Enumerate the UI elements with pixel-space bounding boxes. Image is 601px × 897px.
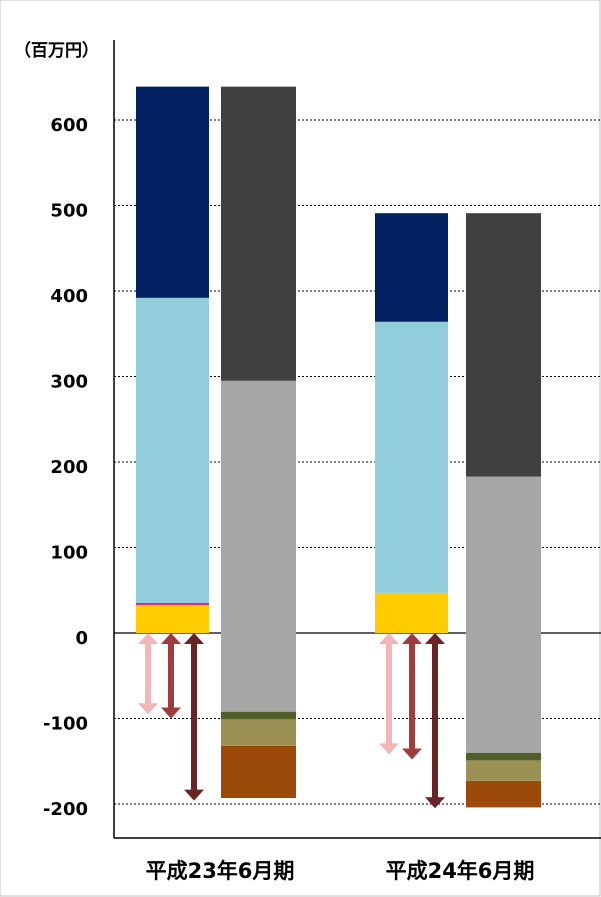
y-tick-label: 300 (50, 372, 88, 393)
y-tick-label: 0 (75, 628, 88, 649)
y-tick-label: 200 (50, 457, 88, 478)
bar-segment (375, 213, 448, 322)
arrow-head-bottom (184, 789, 204, 801)
bar-segment (375, 592, 448, 633)
arrow-head-top (379, 633, 399, 644)
y-tick-label: 500 (50, 201, 88, 222)
y-unit-label: （百万円） (14, 40, 99, 61)
arrow-head-bottom (138, 703, 158, 715)
bar-segment (136, 603, 209, 605)
double-arrow (161, 633, 181, 719)
bar-segment (136, 604, 209, 633)
bars (136, 86, 541, 808)
arrow-head-bottom (379, 743, 399, 755)
y-tick-label: 400 (50, 286, 88, 307)
arrow-head-top (161, 633, 181, 644)
category-labels: 平成23年6月期 平成24年6月期 (146, 859, 535, 883)
y-tick-label: 600 (50, 115, 88, 136)
arrow-head-bottom (402, 748, 422, 760)
double-arrow (402, 633, 422, 760)
arrow-head-top (402, 633, 422, 644)
double-arrow (138, 633, 158, 715)
y-tick-label: -200 (43, 799, 88, 820)
axes (113, 40, 601, 839)
arrow-head-top (138, 633, 158, 644)
bar-segment (221, 380, 296, 712)
bar-segment (221, 86, 296, 381)
bar-segment (136, 86, 209, 298)
arrow-head-top (184, 633, 204, 644)
bar-segment (221, 719, 296, 746)
bar-segment (466, 476, 541, 753)
bar-segment (221, 745, 296, 799)
bar-segment (466, 780, 541, 808)
arrow-head-bottom (425, 797, 445, 809)
y-tick-label: -100 (43, 714, 88, 735)
double-arrow (379, 633, 399, 755)
arrow-head-bottom (161, 707, 181, 719)
x-category-label: 平成24年6月期 (386, 859, 535, 883)
arrows (138, 633, 445, 809)
double-arrow (184, 633, 204, 801)
y-tick-labels: 600 500 400 300 200 100 0 -100 -200 (43, 115, 88, 820)
y-tick-label: 100 (50, 543, 88, 564)
bar-segment (375, 321, 448, 593)
bar-segment (136, 297, 209, 604)
bar-segment (466, 752, 541, 761)
bar-segment (466, 213, 541, 477)
bar-segment (466, 760, 541, 781)
double-arrow (425, 633, 445, 809)
x-category-label: 平成23年6月期 (146, 859, 295, 883)
bar-segment (221, 711, 296, 720)
arrow-head-top (425, 633, 445, 644)
